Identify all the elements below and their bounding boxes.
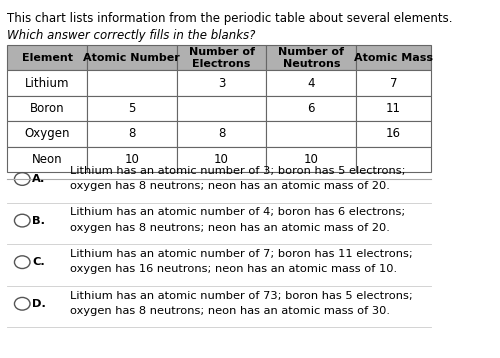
Text: 16: 16 <box>386 127 401 140</box>
Text: Atomic Mass: Atomic Mass <box>354 53 433 63</box>
Text: 3: 3 <box>218 77 225 90</box>
FancyBboxPatch shape <box>356 96 431 121</box>
FancyBboxPatch shape <box>176 71 266 96</box>
FancyBboxPatch shape <box>176 121 266 146</box>
Text: 7: 7 <box>390 77 398 90</box>
Text: Number of
Neutrons: Number of Neutrons <box>278 47 344 69</box>
Text: C.: C. <box>32 257 45 267</box>
FancyBboxPatch shape <box>266 71 356 96</box>
FancyBboxPatch shape <box>7 96 87 121</box>
Text: Neon: Neon <box>32 153 62 166</box>
FancyBboxPatch shape <box>87 71 176 96</box>
Text: Lithium has an atomic number of 7; boron has 11 electrons;: Lithium has an atomic number of 7; boron… <box>70 249 412 259</box>
Text: D.: D. <box>32 299 46 309</box>
FancyBboxPatch shape <box>7 71 87 96</box>
FancyBboxPatch shape <box>176 45 266 71</box>
Text: 11: 11 <box>386 102 401 115</box>
Text: Number of
Electrons: Number of Electrons <box>188 47 254 69</box>
FancyBboxPatch shape <box>356 146 431 172</box>
Text: Lithium has an atomic number of 4; boron has 6 electrons;: Lithium has an atomic number of 4; boron… <box>70 208 405 217</box>
FancyBboxPatch shape <box>266 121 356 146</box>
FancyBboxPatch shape <box>87 121 176 146</box>
FancyBboxPatch shape <box>87 96 176 121</box>
Text: oxygen has 8 neutrons; neon has an atomic mass of 20.: oxygen has 8 neutrons; neon has an atomi… <box>70 223 390 233</box>
Text: Lithium has an atomic number of 3; boron has 5 electrons;: Lithium has an atomic number of 3; boron… <box>70 166 406 176</box>
FancyBboxPatch shape <box>266 146 356 172</box>
Text: B.: B. <box>32 216 45 226</box>
FancyBboxPatch shape <box>176 146 266 172</box>
Text: This chart lists information from the periodic table about several elements.: This chart lists information from the pe… <box>7 11 452 25</box>
FancyBboxPatch shape <box>87 45 176 71</box>
FancyBboxPatch shape <box>266 96 356 121</box>
Text: Oxygen: Oxygen <box>24 127 70 140</box>
Text: oxygen has 16 neutrons; neon has an atomic mass of 10.: oxygen has 16 neutrons; neon has an atom… <box>70 264 397 274</box>
Text: Lithium: Lithium <box>25 77 70 90</box>
FancyBboxPatch shape <box>266 45 356 71</box>
Text: 8: 8 <box>218 127 225 140</box>
Text: Atomic Number: Atomic Number <box>84 53 180 63</box>
Text: 8: 8 <box>128 127 136 140</box>
FancyBboxPatch shape <box>7 146 87 172</box>
Text: 10: 10 <box>124 153 139 166</box>
Text: 4: 4 <box>308 77 315 90</box>
Text: Element: Element <box>22 53 72 63</box>
Text: Boron: Boron <box>30 102 64 115</box>
FancyBboxPatch shape <box>176 96 266 121</box>
Text: A.: A. <box>32 174 46 184</box>
Text: oxygen has 8 neutrons; neon has an atomic mass of 30.: oxygen has 8 neutrons; neon has an atomi… <box>70 306 390 316</box>
FancyBboxPatch shape <box>356 71 431 96</box>
Text: 5: 5 <box>128 102 136 115</box>
FancyBboxPatch shape <box>356 121 431 146</box>
FancyBboxPatch shape <box>87 146 176 172</box>
FancyBboxPatch shape <box>7 45 87 71</box>
Text: 6: 6 <box>308 102 315 115</box>
Text: Which answer correctly fills in the blanks?: Which answer correctly fills in the blan… <box>7 29 256 42</box>
FancyBboxPatch shape <box>356 45 431 71</box>
Text: 10: 10 <box>214 153 229 166</box>
Text: oxygen has 8 neutrons; neon has an atomic mass of 20.: oxygen has 8 neutrons; neon has an atomi… <box>70 181 390 191</box>
Text: 10: 10 <box>304 153 319 166</box>
FancyBboxPatch shape <box>7 121 87 146</box>
Text: Lithium has an atomic number of 73; boron has 5 electrons;: Lithium has an atomic number of 73; boro… <box>70 291 412 301</box>
